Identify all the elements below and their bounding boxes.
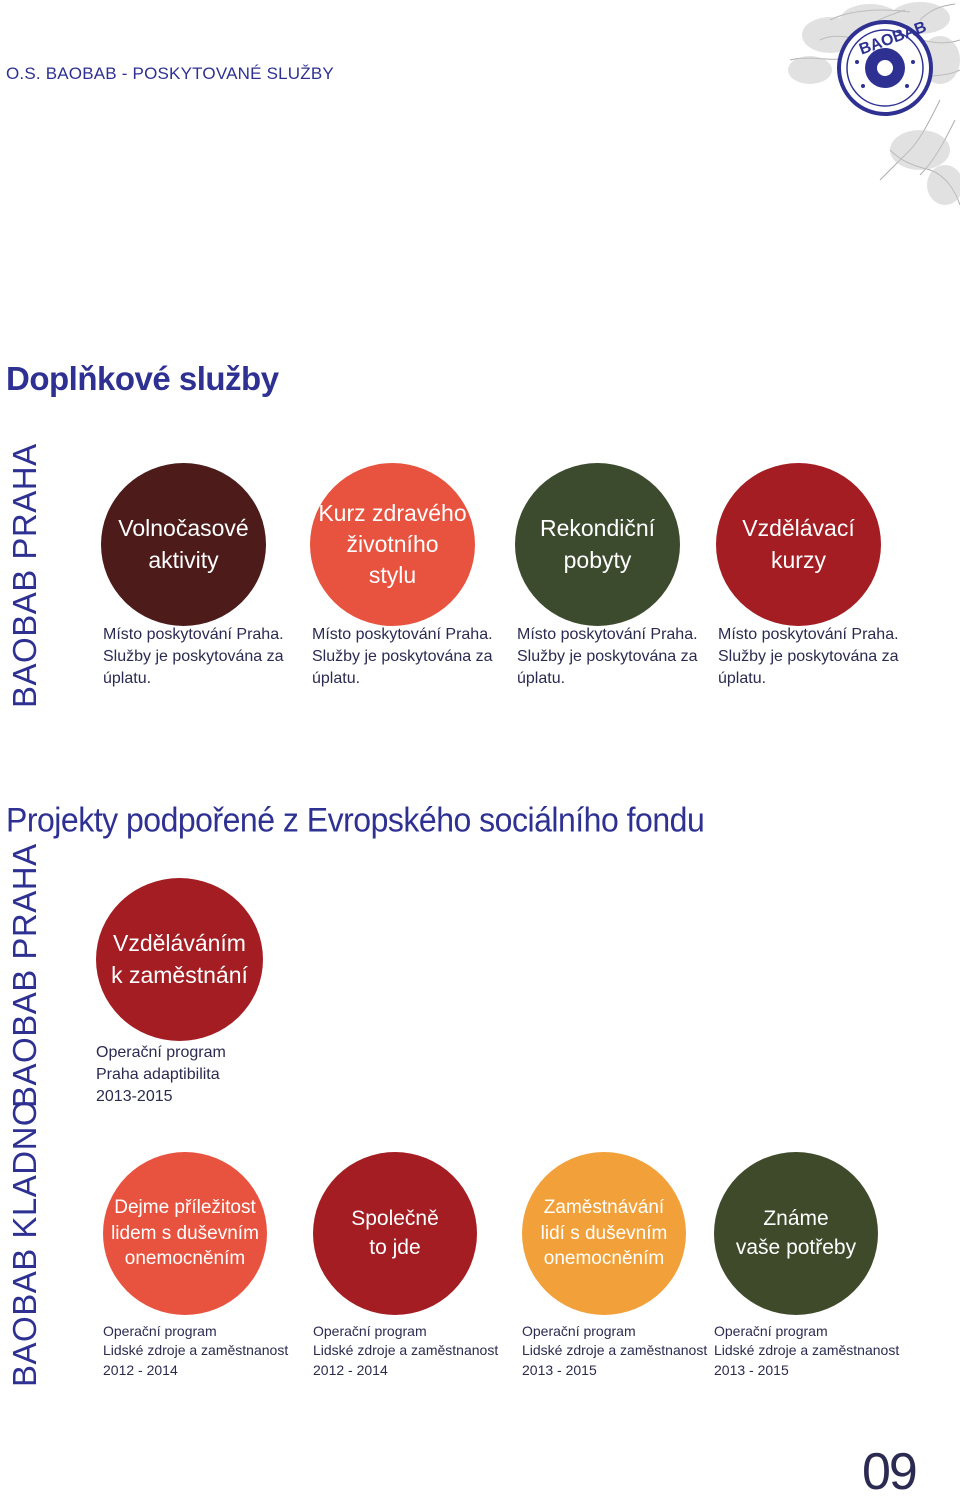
- project-desc-employment: Operační program Lidské zdroje a zaměstn…: [522, 1323, 708, 1378]
- service-circle-education: Vzdělávací kurzy: [716, 463, 881, 626]
- service-desc-education: Místo poskytování Praha. Služby je posky…: [718, 626, 899, 688]
- service-desc-healthy-lifestyle: Místo poskytování Praha. Služby je posky…: [312, 626, 493, 688]
- service-desc-reconditioning: Místo poskytování Praha. Služby je posky…: [517, 626, 698, 688]
- side-label-baobab-praha-esf: BAOBAB PRAHA: [6, 843, 43, 1108]
- service-circle-leisure: Volnočasové aktivity: [101, 463, 266, 626]
- service-circle-healthy-lifestyle: Kurz zdravého životního stylu: [310, 463, 475, 626]
- project-desc-education-employment: Operační program Praha adaptibilita 2013…: [96, 1044, 226, 1106]
- service-circle-reconditioning: Rekondiční pobyty: [515, 463, 680, 626]
- section-title-esf-projects: Projekty podpořené z Evropského sociální…: [6, 800, 705, 839]
- page-number: 09: [862, 1443, 918, 1501]
- section-title-supplementary: Doplňkové služby: [6, 360, 279, 397]
- side-label-baobab-kladno: BAOBAB KLADNO: [6, 1099, 43, 1387]
- service-desc-leisure: Místo poskytování Praha. Služby je posky…: [103, 626, 284, 688]
- project-desc-needs: Operační program Lidské zdroje a zaměstn…: [714, 1323, 900, 1378]
- project-circle-give-opportunity: Dejme příležitost lidem s duševním onemo…: [103, 1152, 267, 1315]
- side-label-baobab-praha: BAOBAB PRAHA: [6, 443, 43, 708]
- baobab-logo: BAOBAB: [770, 0, 960, 210]
- project-circle-employment: Zaměstnávání lidí s duševním onemocněním: [522, 1152, 686, 1315]
- project-desc-together: Operační program Lidské zdroje a zaměstn…: [313, 1323, 499, 1378]
- project-circle-needs: Známe vaše potřeby: [714, 1152, 878, 1315]
- project-circle-education-employment: Vzděláváním k zaměstnání: [96, 878, 263, 1041]
- project-circle-together: Společně to jde: [313, 1152, 477, 1315]
- project-desc-give-opportunity: Operační program Lidské zdroje a zaměstn…: [103, 1323, 289, 1378]
- baobab-stamp: [837, 20, 933, 116]
- document-header: O.S. BAOBAB - POSKYTOVANÉ SLUŽBY: [6, 64, 334, 83]
- tree-illustration-icon: [788, 2, 960, 206]
